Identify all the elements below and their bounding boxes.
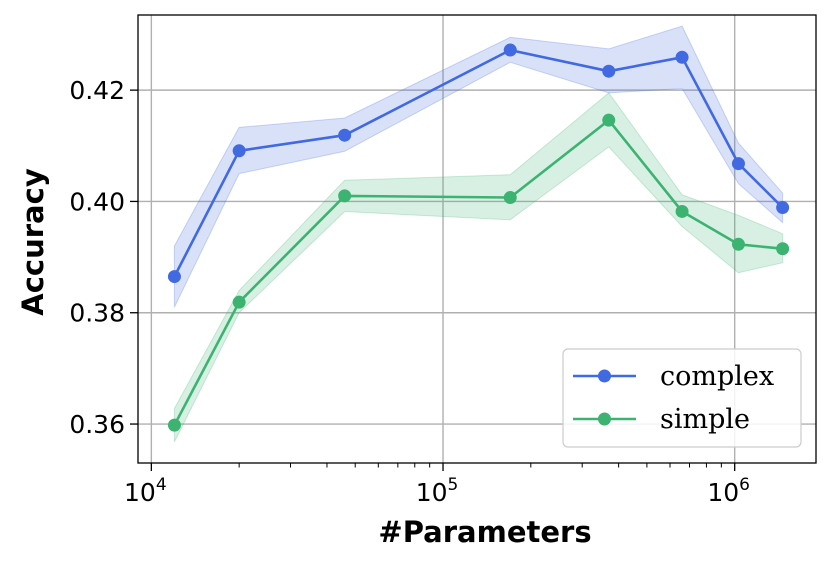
series-points <box>167 43 790 432</box>
x-tick-label: 104 <box>124 475 167 507</box>
x-tick-label: 106 <box>707 475 750 507</box>
simple-legend-label: simple <box>660 404 750 435</box>
simple-point <box>167 418 181 432</box>
simple-point <box>776 242 790 256</box>
y-tick-label: 0.40 <box>69 187 125 216</box>
complex-legend-label: complex <box>660 361 774 392</box>
simple-point <box>731 237 745 251</box>
complex-point <box>731 157 745 171</box>
simple-point <box>503 191 517 205</box>
complex-point <box>776 201 790 215</box>
complex-band <box>173 25 784 308</box>
series-lines <box>173 48 784 426</box>
y-tick-label: 0.38 <box>69 299 125 328</box>
simple-point <box>232 295 246 309</box>
axis-ticks: 104 105 106 0.36 0.38 0.40 0.42 <box>69 76 750 507</box>
complex-point <box>503 43 517 57</box>
simple-legend-marker <box>598 412 611 426</box>
complex-point <box>675 50 689 64</box>
complex-point <box>338 128 352 142</box>
complex-point <box>232 144 246 158</box>
legend-box <box>562 348 802 448</box>
y-tick-label: 0.36 <box>69 410 125 439</box>
legend: complex simple <box>562 348 802 448</box>
x-axis-title: #Parameters <box>378 515 591 549</box>
complex-line <box>173 48 784 278</box>
y-tick-label: 0.42 <box>69 76 125 105</box>
plot-frame <box>137 14 817 464</box>
simple-line <box>173 118 783 426</box>
complex-legend-marker <box>598 369 611 383</box>
grid <box>138 15 816 463</box>
simple-band <box>173 92 784 443</box>
confidence-bands <box>173 25 784 443</box>
simple-point <box>602 113 616 127</box>
complex-point <box>602 64 616 78</box>
complex-point <box>167 270 181 284</box>
y-axis-title: Accuracy <box>16 168 50 316</box>
simple-point <box>338 189 352 203</box>
simple-point <box>675 204 689 218</box>
x-tick-label: 105 <box>416 475 459 507</box>
